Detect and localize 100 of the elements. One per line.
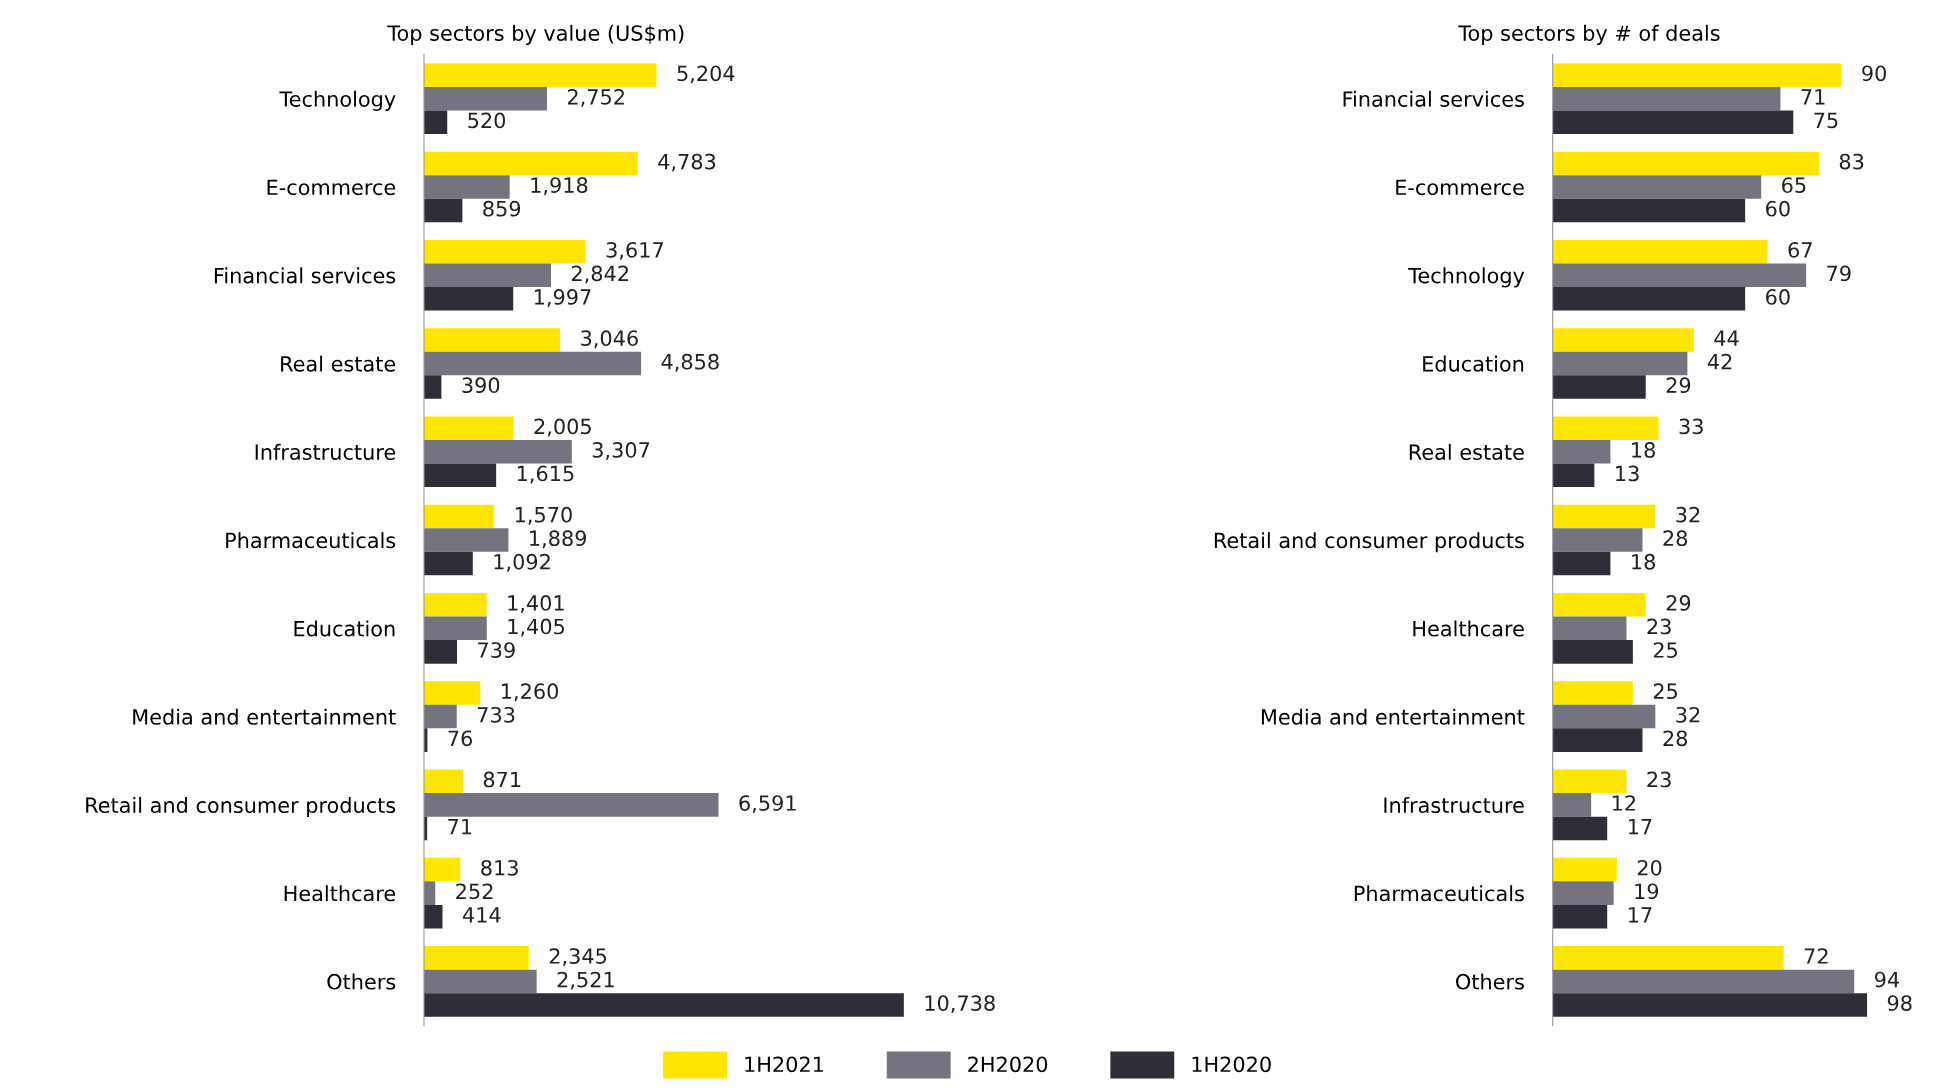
bar — [423, 593, 487, 617]
data-label: 2,345 — [549, 948, 607, 967]
bar — [1552, 969, 1855, 994]
bar — [1552, 881, 1614, 905]
bar — [1552, 616, 1627, 641]
y-tick-label: Technology — [279, 90, 396, 111]
bar — [1552, 328, 1694, 352]
y-tick-label: Media and entertainment — [1261, 708, 1525, 725]
bar — [423, 993, 904, 1017]
bar — [1552, 681, 1633, 705]
bar — [1552, 857, 1617, 882]
bar — [423, 151, 638, 176]
bar — [1552, 528, 1643, 552]
bar — [423, 375, 442, 399]
data-label: 1,997 — [534, 289, 591, 307]
data-label: 23 — [1647, 618, 1671, 635]
data-label: 2,842 — [571, 265, 628, 284]
y-tick-label: Infrastructure — [255, 443, 396, 460]
bar — [1552, 793, 1592, 817]
data-label: 2,521 — [557, 971, 614, 990]
bar — [1552, 440, 1611, 464]
y-tick-label: Real estate — [281, 355, 396, 372]
bar — [1552, 993, 1868, 1017]
bar — [423, 328, 561, 352]
data-label: 12 — [1612, 795, 1636, 811]
bar — [423, 704, 457, 729]
bar — [1552, 375, 1646, 399]
y-tick-label: Pharmaceuticals — [1354, 885, 1524, 902]
bar — [1552, 704, 1656, 729]
bar — [423, 793, 719, 817]
y-tick-label: Education — [1423, 355, 1524, 372]
bar — [423, 969, 537, 994]
data-label: 871 — [483, 771, 521, 788]
bar — [423, 263, 551, 287]
data-label: 71 — [1801, 89, 1825, 105]
bar — [1552, 175, 1762, 199]
data-label: 1,260 — [502, 683, 558, 702]
bar — [423, 198, 463, 223]
data-label: 414 — [462, 907, 501, 923]
chart-title: Top sectors by # of deals — [1458, 24, 1720, 45]
bar — [1552, 86, 1781, 111]
bar — [423, 946, 529, 970]
data-label: 252 — [456, 883, 493, 900]
data-label: 72 — [1804, 948, 1828, 964]
data-label: 28 — [1663, 530, 1688, 547]
data-label: 3,617 — [606, 241, 663, 260]
y-tick-label: Financial services — [1343, 90, 1524, 107]
data-label: 42 — [1707, 353, 1732, 370]
y-tick-label: Financial services — [214, 267, 396, 284]
data-label: 60 — [1766, 289, 1790, 305]
bar — [1552, 351, 1688, 376]
bar — [1552, 769, 1627, 794]
y-tick-label: Others — [327, 973, 396, 990]
data-label: 98 — [1887, 995, 1912, 1011]
bar — [423, 528, 509, 552]
data-label: 390 — [462, 377, 500, 394]
y-tick-label: Technology — [1408, 267, 1525, 288]
y-tick-label: Others — [1456, 973, 1524, 990]
bar — [1552, 593, 1646, 617]
data-label: 17 — [1628, 907, 1652, 923]
data-label: 71 — [448, 818, 472, 835]
bar — [423, 904, 443, 929]
bar — [423, 857, 461, 882]
data-label: 2,752 — [567, 88, 624, 107]
legend-label: 2H2020 — [968, 1056, 1048, 1073]
bar — [1552, 63, 1842, 87]
bar — [423, 440, 572, 464]
bar — [423, 351, 642, 376]
data-label: 4,783 — [658, 153, 716, 172]
bar — [423, 239, 586, 264]
bar — [1552, 504, 1656, 529]
data-label: 6,591 — [739, 795, 796, 814]
data-label: 94 — [1874, 971, 1900, 988]
data-label: 90 — [1862, 65, 1886, 82]
data-label: 67 — [1788, 241, 1812, 258]
bar — [1552, 287, 1746, 311]
bar — [1552, 239, 1768, 264]
data-label: 13 — [1616, 465, 1639, 482]
data-label: 2,005 — [534, 418, 591, 437]
bar — [1552, 463, 1595, 488]
bar — [1552, 416, 1659, 440]
y-tick-label: Infrastructure — [1384, 796, 1524, 814]
data-label: 733 — [477, 706, 515, 723]
data-label: 23 — [1647, 771, 1671, 788]
data-label: 25 — [1653, 642, 1678, 658]
data-label: 10,738 — [925, 995, 995, 1014]
chart-title: Top sectors by value (US$m) — [387, 24, 684, 45]
y-tick-label: Education — [294, 620, 395, 637]
data-label: 32 — [1676, 706, 1700, 723]
data-label: 44 — [1714, 330, 1739, 346]
data-label: 520 — [468, 112, 506, 129]
data-label: 20 — [1637, 859, 1662, 876]
bar — [423, 287, 514, 311]
bar — [1552, 816, 1608, 841]
data-label: 32 — [1676, 506, 1700, 523]
data-label: 33 — [1679, 418, 1703, 435]
bar — [423, 110, 448, 134]
bar — [1552, 904, 1608, 929]
bar — [1552, 728, 1643, 752]
bar — [1552, 551, 1611, 576]
